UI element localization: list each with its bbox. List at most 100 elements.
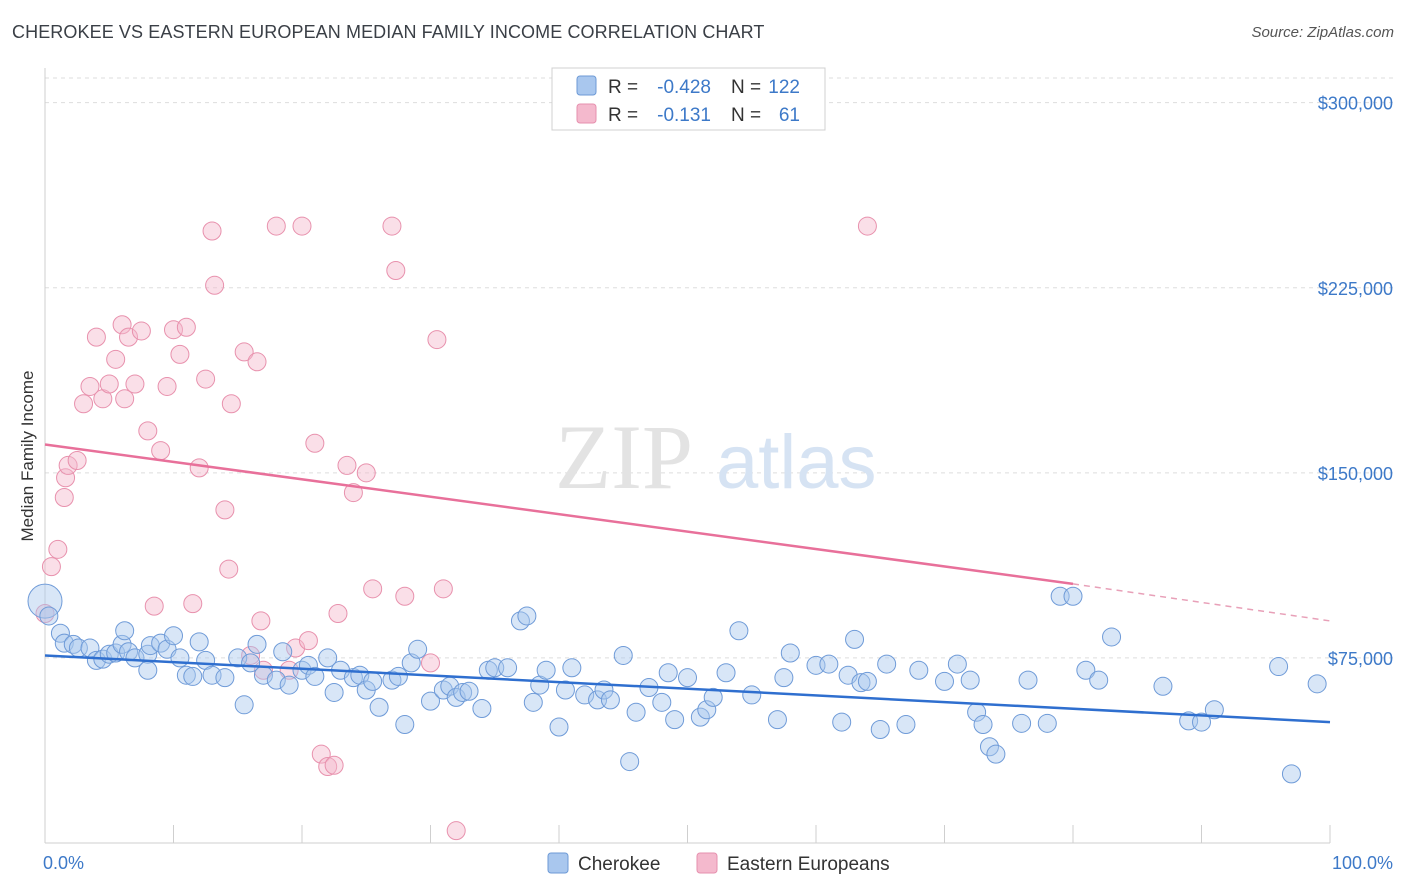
cherokee-point (176, 665, 196, 685)
eastern-europeans-trend-extension (1072, 583, 1331, 622)
eastern-europeans-point (328, 604, 348, 623)
watermark-zip: ZIP (555, 406, 693, 508)
eastern-europeans-point (421, 653, 440, 673)
cherokee-point (247, 634, 267, 654)
cherokee-point (318, 648, 338, 668)
cherokee-point (986, 744, 1006, 764)
legend-n-label-1: N = (731, 77, 761, 98)
eastern-europeans-point (99, 374, 119, 394)
cherokee-point (27, 583, 63, 619)
cherokee-point (1012, 713, 1032, 733)
cherokee-point (979, 737, 999, 757)
cherokee-point (1037, 713, 1057, 733)
cherokee-point (774, 668, 794, 688)
cherokee-point (742, 685, 762, 705)
trend-lines (44, 443, 1331, 724)
eastern-europeans-point (176, 317, 196, 337)
cherokee-point (1102, 627, 1122, 647)
cherokee-point (536, 660, 556, 680)
eastern-europeans-point (324, 755, 344, 775)
cherokee-point (1192, 712, 1211, 732)
eastern-europeans-point (170, 344, 190, 364)
eastern-europeans-point (382, 216, 402, 236)
eastern-europeans-point (298, 631, 318, 651)
legend-n-value-2: 61 (779, 105, 800, 126)
x-tick-label-min: 0.0% (43, 853, 84, 873)
eastern-europeans-point (266, 216, 286, 236)
y-axis-label: Median Family Income (18, 370, 37, 541)
series-swatch-eastern-europeans (696, 852, 718, 874)
eastern-europeans-point (125, 374, 145, 394)
cherokee-point (183, 666, 203, 686)
eastern-europeans-point (363, 579, 383, 599)
cherokee-point (780, 643, 800, 663)
cherokee-point (164, 626, 183, 646)
cherokee-point (626, 702, 646, 722)
cherokee-point (575, 685, 595, 705)
watermark-atlas: atlas (716, 420, 877, 505)
cherokee-point (947, 654, 967, 674)
eastern-europeans-point (157, 376, 177, 396)
cherokee-point (50, 623, 70, 643)
eastern-europeans-point (219, 559, 239, 579)
cherokee-point (305, 666, 325, 686)
legend-r-label-1: R = (608, 77, 638, 98)
cherokee-point (138, 660, 158, 680)
eastern-europeans-point (446, 821, 466, 841)
cherokee-point (1269, 657, 1289, 677)
cherokee-point (960, 670, 980, 690)
legend-r-value-1: -0.428 (657, 77, 711, 98)
legend-box (551, 67, 826, 131)
series-label-cherokee: Cherokee (578, 854, 660, 875)
cherokee-point (819, 654, 839, 674)
cherokee-point (729, 621, 749, 641)
eastern-europeans-point (305, 433, 325, 453)
cherokee-point (562, 658, 582, 678)
legend-n-label-2: N = (731, 105, 761, 126)
cherokee-point (517, 606, 537, 626)
eastern-europeans-point (131, 321, 151, 341)
cherokee-point (1307, 674, 1327, 694)
legend-r-label-2: R = (608, 105, 638, 126)
eastern-europeans-point (115, 389, 135, 409)
eastern-europeans-point (292, 216, 312, 236)
cherokee-point (395, 715, 415, 735)
cherokee-point (228, 648, 248, 668)
eastern-europeans-point (48, 539, 68, 559)
eastern-europeans-point (857, 216, 877, 236)
eastern-europeans-point (58, 455, 78, 475)
eastern-europeans-point (337, 455, 357, 475)
cherokee-point (851, 673, 871, 693)
cherokee-point (369, 697, 389, 717)
series-label-eastern-europeans: Eastern Europeans (727, 854, 890, 875)
cherokee-point (472, 699, 492, 719)
eastern-europeans-point (196, 369, 216, 389)
cherokee-point (1281, 764, 1301, 784)
eastern-europeans-point (138, 421, 158, 441)
cherokee-point (870, 719, 890, 739)
axes (44, 68, 1331, 844)
cherokee-point (690, 707, 710, 727)
eastern-europeans-point (189, 458, 209, 478)
cherokee-point (125, 648, 145, 668)
data-points (27, 216, 1327, 841)
eastern-europeans-point (202, 221, 222, 241)
legend-swatch-blue (576, 75, 597, 96)
cherokee-point (697, 700, 717, 720)
cherokee-point (909, 660, 929, 680)
eastern-europeans-point (112, 315, 132, 335)
cherokee-point (459, 681, 479, 701)
cherokee-point (408, 639, 428, 659)
cherokee-point (716, 663, 736, 683)
eastern-europeans-point (80, 376, 100, 396)
cherokee-point (767, 710, 787, 730)
eastern-europeans-point (395, 586, 415, 606)
cherokee-point (39, 606, 59, 626)
eastern-europeans-point (247, 352, 267, 372)
cherokee-point (935, 671, 954, 691)
cherokee-point (363, 671, 383, 691)
cherokee-point (1076, 660, 1096, 680)
y-tick-label-225000: $225,000 (1318, 279, 1393, 299)
eastern-europeans-point (356, 463, 376, 483)
eastern-europeans-point (67, 451, 87, 470)
